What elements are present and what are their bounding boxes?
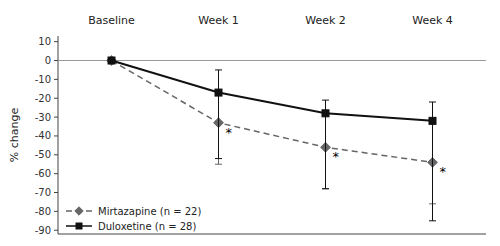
error-bar [322,100,329,189]
y-tick [54,230,58,231]
annotation: * [440,164,447,179]
point [322,110,329,117]
point [215,89,222,96]
axes: 10 0 -10 -20 -30 -40 -50 -60 -70 -80 -90 [35,36,486,236]
annotation: * [226,125,233,140]
legend: Mirtazapine (n = 22) Duloxetine (n = 28) [66,206,201,232]
legend-marker [75,207,83,215]
chart-container: 10 0 -10 -20 -30 -40 -50 -60 -70 -80 -90 % change Ba… [0,0,500,246]
y-tick-label: -60 [35,168,51,179]
y-tick [54,192,58,193]
chart: 10 0 -10 -20 -30 -40 -50 -60 -70 -80 -90 % change Ba… [0,0,500,246]
y-tick-label: -80 [35,206,51,217]
category-label: Week 2 [305,14,346,27]
point [108,57,115,64]
y-tick-label: 0 [45,55,51,66]
series-line [112,61,433,121]
y-tick [54,211,58,212]
y-tick-label: -30 [35,112,51,123]
legend-label: Duloxetine (n = 28) [98,221,196,232]
plot-area [58,56,486,221]
y-tick-label: -40 [35,130,51,141]
y-tick [54,117,58,118]
y-tick-label: -20 [35,93,51,104]
y-tick [54,154,58,155]
y-tick-label: -90 [35,225,51,236]
y-tick-label: -10 [35,74,51,85]
y-tick-label: -70 [35,187,51,198]
x-axis-line [58,234,486,235]
y-tick [54,79,58,80]
legend-label: Mirtazapine (n = 22) [98,206,201,217]
y-tick [54,173,58,174]
y-tick [54,98,58,99]
y-axis-label: % change [8,108,21,163]
category-label: Baseline [88,14,135,27]
y-tick-label: 10 [38,36,51,47]
point [429,117,436,124]
point [107,56,117,66]
y-tick [54,135,58,136]
legend-marker [76,223,82,229]
y-axis-line [58,36,59,234]
series [108,57,436,221]
series [107,56,438,204]
category-label: Week 4 [412,14,453,27]
error-bar [429,102,436,221]
error-bar [215,70,222,159]
y-tick [54,41,58,42]
y-tick [54,60,58,61]
y-tick-label: -50 [35,149,51,160]
zero-line [58,60,486,61]
series-line [112,61,433,163]
category-label: Week 1 [198,14,239,27]
annotation: * [333,149,340,164]
